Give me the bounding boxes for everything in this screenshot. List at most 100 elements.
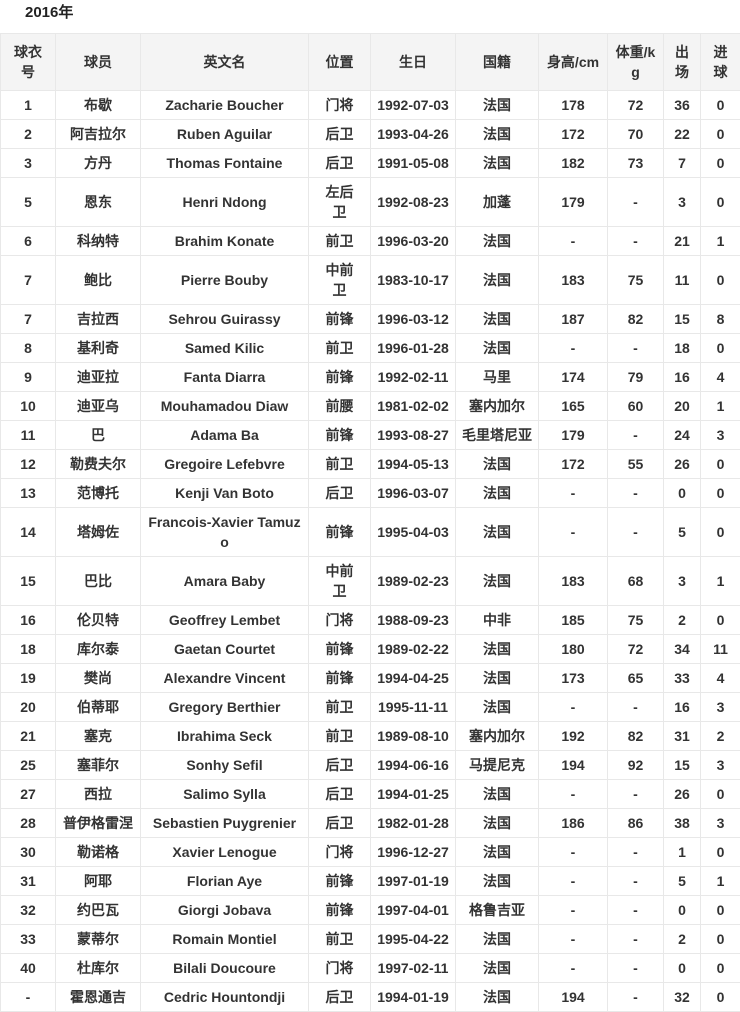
cell-birthday: 1997-02-11 [371,954,456,983]
cell-goals: 0 [701,334,740,363]
cell-appearances: 32 [664,983,701,1012]
cell-player-name-cn: 勒费夫尔 [56,450,141,479]
cell-jersey-number: 21 [1,722,56,751]
cell-player-name-cn: 吉拉西 [56,305,141,334]
cell-goals: 4 [701,664,740,693]
cell-position: 前锋 [309,664,371,693]
cell-appearances: 2 [664,925,701,954]
cell-birthday: 1995-11-11 [371,693,456,722]
cell-weight: - [608,954,664,983]
cell-goals: 1 [701,392,740,421]
cell-nationality: 马提尼克 [456,751,539,780]
cell-appearances: 3 [664,557,701,606]
cell-height: 179 [539,178,608,227]
cell-goals: 0 [701,838,740,867]
cell-weight: - [608,925,664,954]
cell-player-name-en: Amara Baby [141,557,309,606]
cell-height: 192 [539,722,608,751]
cell-player-name-en: Zacharie Boucher [141,91,309,120]
cell-birthday: 1994-04-25 [371,664,456,693]
cell-player-name-en: Bilali Doucoure [141,954,309,983]
cell-goals: 1 [701,557,740,606]
cell-appearances: 1 [664,838,701,867]
cell-birthday: 1994-01-19 [371,983,456,1012]
cell-height: 173 [539,664,608,693]
cell-player-name-cn: 巴比 [56,557,141,606]
cell-position: 前卫 [309,334,371,363]
cell-weight: 75 [608,256,664,305]
cell-height: - [539,479,608,508]
cell-position: 中前卫 [309,557,371,606]
cell-appearances: 31 [664,722,701,751]
cell-goals: 8 [701,305,740,334]
cell-player-name-cn: 塞克 [56,722,141,751]
cell-player-name-cn: 库尔泰 [56,635,141,664]
cell-player-name-en: Brahim Konate [141,227,309,256]
cell-player-name-cn: 巴 [56,421,141,450]
cell-position: 前锋 [309,896,371,925]
cell-weight: - [608,867,664,896]
cell-appearances: 36 [664,91,701,120]
cell-birthday: 1989-02-23 [371,557,456,606]
cell-height: - [539,334,608,363]
cell-appearances: 33 [664,664,701,693]
cell-player-name-cn: 方丹 [56,149,141,178]
cell-nationality: 法国 [456,256,539,305]
cell-birthday: 1996-03-20 [371,227,456,256]
cell-nationality: 法国 [456,693,539,722]
cell-player-name-en: Thomas Fontaine [141,149,309,178]
cell-nationality: 法国 [456,227,539,256]
cell-nationality: 法国 [456,780,539,809]
cell-jersey-number: 27 [1,780,56,809]
cell-jersey-number: 40 [1,954,56,983]
cell-player-name-en: Giorgi Jobava [141,896,309,925]
cell-player-name-en: Fanta Diarra [141,363,309,392]
cell-nationality: 法国 [456,838,539,867]
cell-position: 后卫 [309,983,371,1012]
cell-jersey-number: 25 [1,751,56,780]
cell-weight: - [608,693,664,722]
cell-player-name-en: Gaetan Courtet [141,635,309,664]
cell-position: 前锋 [309,363,371,392]
cell-appearances: 38 [664,809,701,838]
cell-weight: - [608,479,664,508]
cell-nationality: 法国 [456,149,539,178]
cell-player-name-en: Cedric Hountondji [141,983,309,1012]
cell-player-name-en: Sehrou Guirassy [141,305,309,334]
cell-nationality: 法国 [456,954,539,983]
cell-birthday: 1995-04-03 [371,508,456,557]
cell-birthday: 1996-12-27 [371,838,456,867]
cell-player-name-cn: 鲍比 [56,256,141,305]
cell-appearances: 18 [664,334,701,363]
cell-jersey-number: 16 [1,606,56,635]
cell-jersey-number: 28 [1,809,56,838]
cell-weight: 72 [608,91,664,120]
cell-birthday: 1995-04-22 [371,925,456,954]
cell-appearances: 5 [664,508,701,557]
cell-appearances: 3 [664,178,701,227]
column-header-goals: 进球 [701,34,740,91]
cell-nationality: 格鲁吉亚 [456,896,539,925]
cell-weight: 79 [608,363,664,392]
cell-player-name-en: Sebastien Puygrenier [141,809,309,838]
cell-position: 门将 [309,838,371,867]
cell-player-name-cn: 阿耶 [56,867,141,896]
cell-nationality: 法国 [456,557,539,606]
cell-player-name-en: Sonhy Sefil [141,751,309,780]
cell-weight: - [608,983,664,1012]
cell-player-name-en: Gregoire Lefebvre [141,450,309,479]
cell-nationality: 法国 [456,635,539,664]
